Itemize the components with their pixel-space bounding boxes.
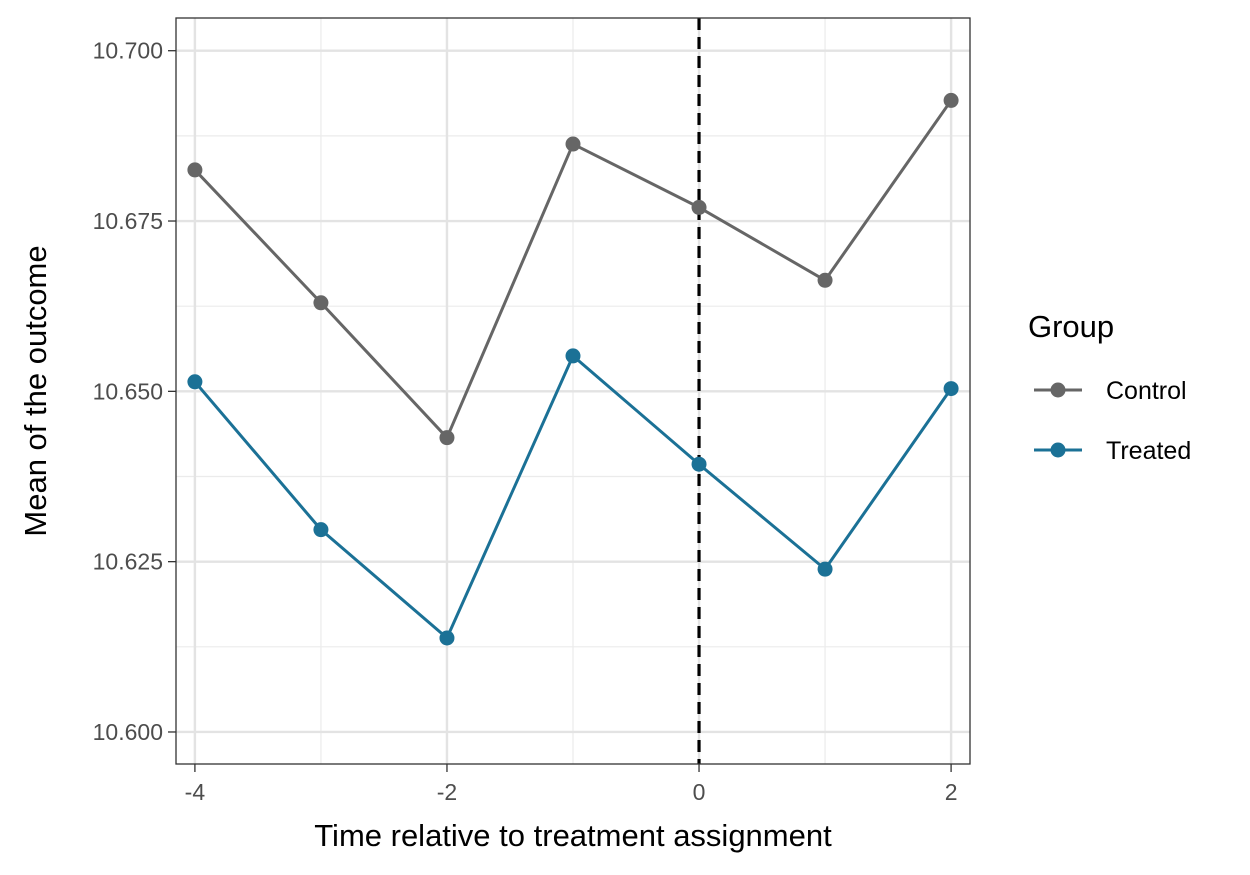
legend: Group Control Treated bbox=[1028, 309, 1191, 465]
y-tick-label: 10.675 bbox=[93, 208, 163, 234]
data-point-treated bbox=[817, 561, 833, 577]
x-tick-label: 2 bbox=[945, 779, 958, 805]
legend-label-treated: Treated bbox=[1106, 437, 1191, 465]
x-tick-label: -2 bbox=[437, 779, 457, 805]
data-point-treated bbox=[313, 522, 329, 538]
legend-item-control: Control bbox=[1034, 377, 1187, 405]
x-axis-title: Time relative to treatment assignment bbox=[314, 818, 832, 853]
y-tick-label: 10.600 bbox=[93, 719, 163, 745]
data-point-control bbox=[313, 295, 329, 311]
series-layer bbox=[187, 92, 959, 646]
data-point-treated bbox=[943, 381, 959, 397]
data-point-treated bbox=[187, 374, 203, 390]
legend-item-treated: Treated bbox=[1034, 437, 1191, 465]
data-point-control bbox=[691, 199, 707, 215]
data-point-treated bbox=[565, 348, 581, 364]
legend-items: Control Treated bbox=[1034, 377, 1191, 465]
x-tick-label: 0 bbox=[693, 779, 706, 805]
grid-layer bbox=[176, 18, 970, 764]
y-tick-label: 10.700 bbox=[93, 38, 163, 64]
x-tick-label: -4 bbox=[185, 779, 206, 805]
y-axis-title: Mean of the outcome bbox=[18, 245, 53, 536]
data-point-control bbox=[187, 162, 203, 178]
legend-title: Group bbox=[1028, 309, 1114, 344]
data-point-control bbox=[817, 272, 833, 288]
axis-layer: -4 -2 0 2 10.600 10.625 10.650 10.675 10.700 bbox=[93, 38, 958, 805]
legend-key-point-control bbox=[1050, 382, 1066, 398]
y-tick-label: 10.650 bbox=[93, 378, 163, 404]
data-point-control bbox=[565, 136, 581, 152]
legend-key-point-treated bbox=[1050, 442, 1066, 458]
legend-label-control: Control bbox=[1106, 377, 1187, 405]
data-point-control bbox=[943, 92, 959, 108]
data-point-control bbox=[439, 430, 455, 446]
y-tick-label: 10.625 bbox=[93, 549, 163, 575]
data-point-treated bbox=[439, 630, 455, 646]
data-point-treated bbox=[691, 456, 707, 472]
